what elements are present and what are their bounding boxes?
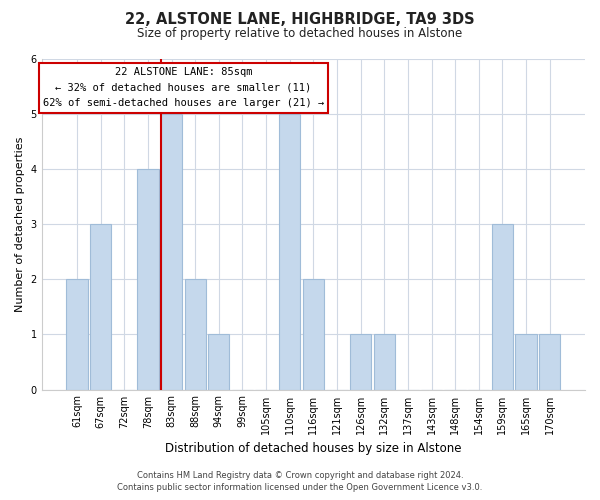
Bar: [302, 280, 324, 390]
Y-axis label: Number of detached properties: Number of detached properties: [15, 136, 25, 312]
Bar: [492, 224, 513, 390]
Bar: [515, 334, 536, 390]
Bar: [185, 280, 206, 390]
Bar: [137, 169, 158, 390]
Bar: [374, 334, 395, 390]
Text: 22, ALSTONE LANE, HIGHBRIDGE, TA9 3DS: 22, ALSTONE LANE, HIGHBRIDGE, TA9 3DS: [125, 12, 475, 28]
Bar: [161, 114, 182, 390]
Bar: [90, 224, 111, 390]
Bar: [208, 334, 229, 390]
Bar: [67, 280, 88, 390]
Text: Contains HM Land Registry data © Crown copyright and database right 2024.
Contai: Contains HM Land Registry data © Crown c…: [118, 471, 482, 492]
Text: Size of property relative to detached houses in Alstone: Size of property relative to detached ho…: [137, 28, 463, 40]
Bar: [539, 334, 560, 390]
X-axis label: Distribution of detached houses by size in Alstone: Distribution of detached houses by size …: [165, 442, 461, 455]
Bar: [350, 334, 371, 390]
Text: 22 ALSTONE LANE: 85sqm
← 32% of detached houses are smaller (11)
62% of semi-det: 22 ALSTONE LANE: 85sqm ← 32% of detached…: [43, 68, 324, 108]
Bar: [279, 114, 301, 390]
